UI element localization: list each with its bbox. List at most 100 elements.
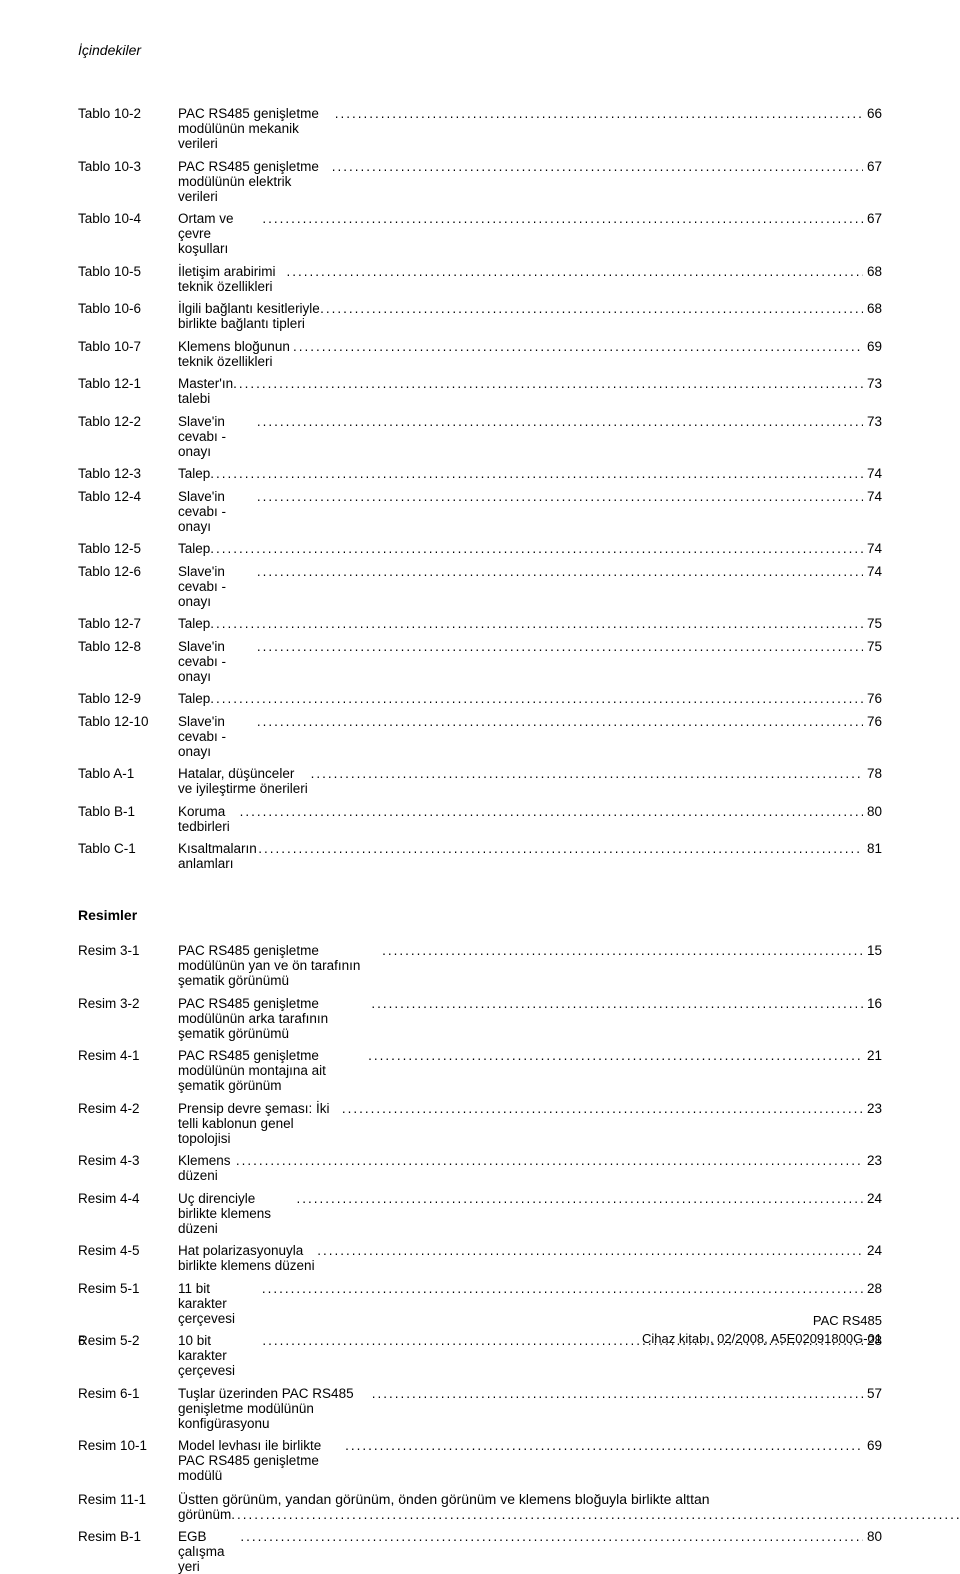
- toc-entry-label: Tablo C-1: [78, 841, 178, 856]
- toc-leader: [257, 564, 863, 579]
- toc-row: Tablo 12-1Master'ın talebi 73: [78, 376, 882, 406]
- toc-entry-title: Slave'in cevabı - onayı: [178, 714, 257, 759]
- toc-row: Tablo 12-6Slave'in cevabı - onayı 74: [78, 564, 882, 609]
- toc-entry-label: Resim 3-2: [78, 996, 178, 1011]
- toc-entry-title: Talep: [178, 466, 210, 481]
- toc-leader: [257, 489, 863, 504]
- footer-doc-info: PAC RS485 Cihaz kitabı, 02/2008, A5E0209…: [642, 1312, 882, 1348]
- toc-entry-label: Resim 4-4: [78, 1191, 178, 1206]
- toc-entry-page: 57: [863, 1386, 882, 1401]
- toc-leader: [240, 804, 863, 819]
- toc-leader: [210, 466, 863, 481]
- toc-entry-title-line2: görünüm: [178, 1507, 231, 1522]
- toc-entry-title: Slave'in cevabı - onayı: [178, 564, 257, 609]
- toc-row: Resim 4-1PAC RS485 genişletme modülünün …: [78, 1048, 882, 1093]
- toc-entry-title: EGB çalışma yeri: [178, 1529, 240, 1574]
- toc-entry-title: Hatalar, düşünceler ve iyileştirme öneri…: [178, 766, 311, 796]
- footer-line2: Cihaz kitabı, 02/2008, A5E02091800G-01: [642, 1330, 882, 1348]
- toc-figures-section: Resim 3-1PAC RS485 genişletme modülünün …: [78, 943, 882, 1574]
- toc-row: Resim 4-5Hat polarizasyonuyla birlikte k…: [78, 1243, 882, 1273]
- toc-entry-label: Tablo 12-3: [78, 466, 178, 481]
- toc-entry-label: Resim 11-1: [78, 1492, 178, 1507]
- toc-entry-page: 28: [863, 1281, 882, 1296]
- toc-entry-page: 16: [863, 996, 882, 1011]
- toc-entry-page: 80: [863, 804, 882, 819]
- toc-entry-label: Resim 6-1: [78, 1386, 178, 1401]
- toc-leader: [293, 339, 863, 354]
- toc-entry-label: Resim 4-3: [78, 1153, 178, 1168]
- toc-entry-page: 76: [863, 714, 882, 729]
- toc-leader: [231, 1507, 960, 1522]
- toc-leader: [296, 1191, 863, 1206]
- toc-entry-label: Tablo 10-5: [78, 264, 178, 279]
- toc-leader: [311, 766, 863, 781]
- page-footer: 6 PAC RS485 Cihaz kitabı, 02/2008, A5E02…: [78, 1312, 882, 1348]
- toc-entry-title: Slave'in cevabı - onayı: [178, 414, 257, 459]
- toc-row: Resim 3-2PAC RS485 genişletme modülünün …: [78, 996, 882, 1041]
- toc-entry-title: Klemens bloğunun teknik özellikleri: [178, 339, 293, 369]
- toc-leader: [320, 301, 863, 316]
- toc-leader: [236, 1153, 863, 1168]
- toc-row: Resim B-1EGB çalışma yeri 80: [78, 1529, 882, 1574]
- toc-entry-label: Tablo 12-10: [78, 714, 178, 729]
- toc-entry-label: Tablo 12-8: [78, 639, 178, 654]
- toc-leader: [332, 159, 863, 174]
- toc-row: Tablo 10-2PAC RS485 genişletme modülünün…: [78, 106, 882, 151]
- toc-entry-title: PAC RS485 genişletme modülünün montajına…: [178, 1048, 368, 1093]
- toc-entry-title: Slave'in cevabı - onayı: [178, 639, 257, 684]
- toc-entry-page: 68: [863, 301, 882, 316]
- toc-entry-title: PAC RS485 genişletme modülünün arka tara…: [178, 996, 371, 1041]
- toc-row: Tablo 12-2Slave'in cevabı - onayı 73: [78, 414, 882, 459]
- toc-entry-label: Resim 4-5: [78, 1243, 178, 1258]
- toc-entry-title: Model levhası ile birlikte PAC RS485 gen…: [178, 1438, 345, 1483]
- toc-row: Tablo 10-3PAC RS485 genişletme modülünün…: [78, 159, 882, 204]
- toc-leader: [233, 376, 863, 391]
- toc-entry-title: Talep: [178, 616, 210, 631]
- toc-row: Tablo 12-7Talep 75: [78, 616, 882, 631]
- toc-entry-label: Resim 10-1: [78, 1438, 178, 1453]
- toc-row: Tablo B-1Koruma tedbirleri 80: [78, 804, 882, 834]
- toc-entry-page: 68: [863, 264, 882, 279]
- toc-entry-page: 67: [863, 211, 882, 226]
- footer-line1: PAC RS485: [642, 1312, 882, 1330]
- footer-page-number: 6: [78, 1333, 85, 1348]
- toc-entry-title-block: Üstten görünüm, yandan görünüm, önden gö…: [178, 1491, 960, 1522]
- toc-entry-page: 74: [863, 489, 882, 504]
- toc-entry-title: İlgili bağlantı kesitleriyle birlikte ba…: [178, 301, 320, 331]
- toc-entry-page: 74: [863, 541, 882, 556]
- toc-entry-label: Tablo 12-9: [78, 691, 178, 706]
- toc-entry-page: 75: [863, 639, 882, 654]
- toc-entry-title: PAC RS485 genişletme modülünün mekanik v…: [178, 106, 335, 151]
- toc-entry-title: Koruma tedbirleri: [178, 804, 240, 834]
- toc-entry-title: Hat polarizasyonuyla birlikte klemens dü…: [178, 1243, 317, 1273]
- toc-row: Resim 6-1Tuşlar üzerinden PAC RS485 geni…: [78, 1386, 882, 1431]
- toc-entry-label: Tablo A-1: [78, 766, 178, 781]
- toc-row: Resim 4-4Uç direnciyle birlikte klemens …: [78, 1191, 882, 1236]
- toc-entry-page: 74: [863, 564, 882, 579]
- toc-entry-page: 80: [863, 1529, 882, 1544]
- toc-row: Resim 11-1Üstten görünüm, yandan görünüm…: [78, 1491, 882, 1522]
- toc-entry-page: 74: [863, 466, 882, 481]
- toc-entry-label: Tablo 10-6: [78, 301, 178, 316]
- toc-entry-title: Ortam ve çevre koşulları: [178, 211, 262, 256]
- toc-entry-page: 66: [863, 106, 882, 121]
- toc-row: Tablo 10-4Ortam ve çevre koşulları 67: [78, 211, 882, 256]
- toc-row: Tablo 10-5İletişim arabirimi teknik özel…: [78, 264, 882, 294]
- toc-row: Tablo 12-5Talep 74: [78, 541, 882, 556]
- toc-leader: [210, 616, 863, 631]
- toc-leader: [257, 714, 863, 729]
- toc-row: Tablo C-1Kısaltmaların anlamları 81: [78, 841, 882, 871]
- toc-row: Resim 4-2Prensip devre şeması: İki telli…: [78, 1101, 882, 1146]
- toc-entry-page: 15: [863, 943, 882, 958]
- toc-entry-title: Master'ın talebi: [178, 376, 233, 406]
- toc-entry-label: Tablo 12-6: [78, 564, 178, 579]
- toc-entry-label: Resim 4-2: [78, 1101, 178, 1116]
- toc-figures-heading: Resimler: [78, 907, 882, 923]
- toc-entry-label: Tablo B-1: [78, 804, 178, 819]
- toc-entry-title: Prensip devre şeması: İki telli kablonun…: [178, 1101, 342, 1146]
- toc-row: Tablo 12-3Talep 74: [78, 466, 882, 481]
- toc-row: Tablo 10-7Klemens bloğunun teknik özelli…: [78, 339, 882, 369]
- toc-entry-page: 81: [863, 841, 882, 856]
- toc-leader: [240, 1529, 863, 1544]
- toc-entry-page: 78: [863, 766, 882, 781]
